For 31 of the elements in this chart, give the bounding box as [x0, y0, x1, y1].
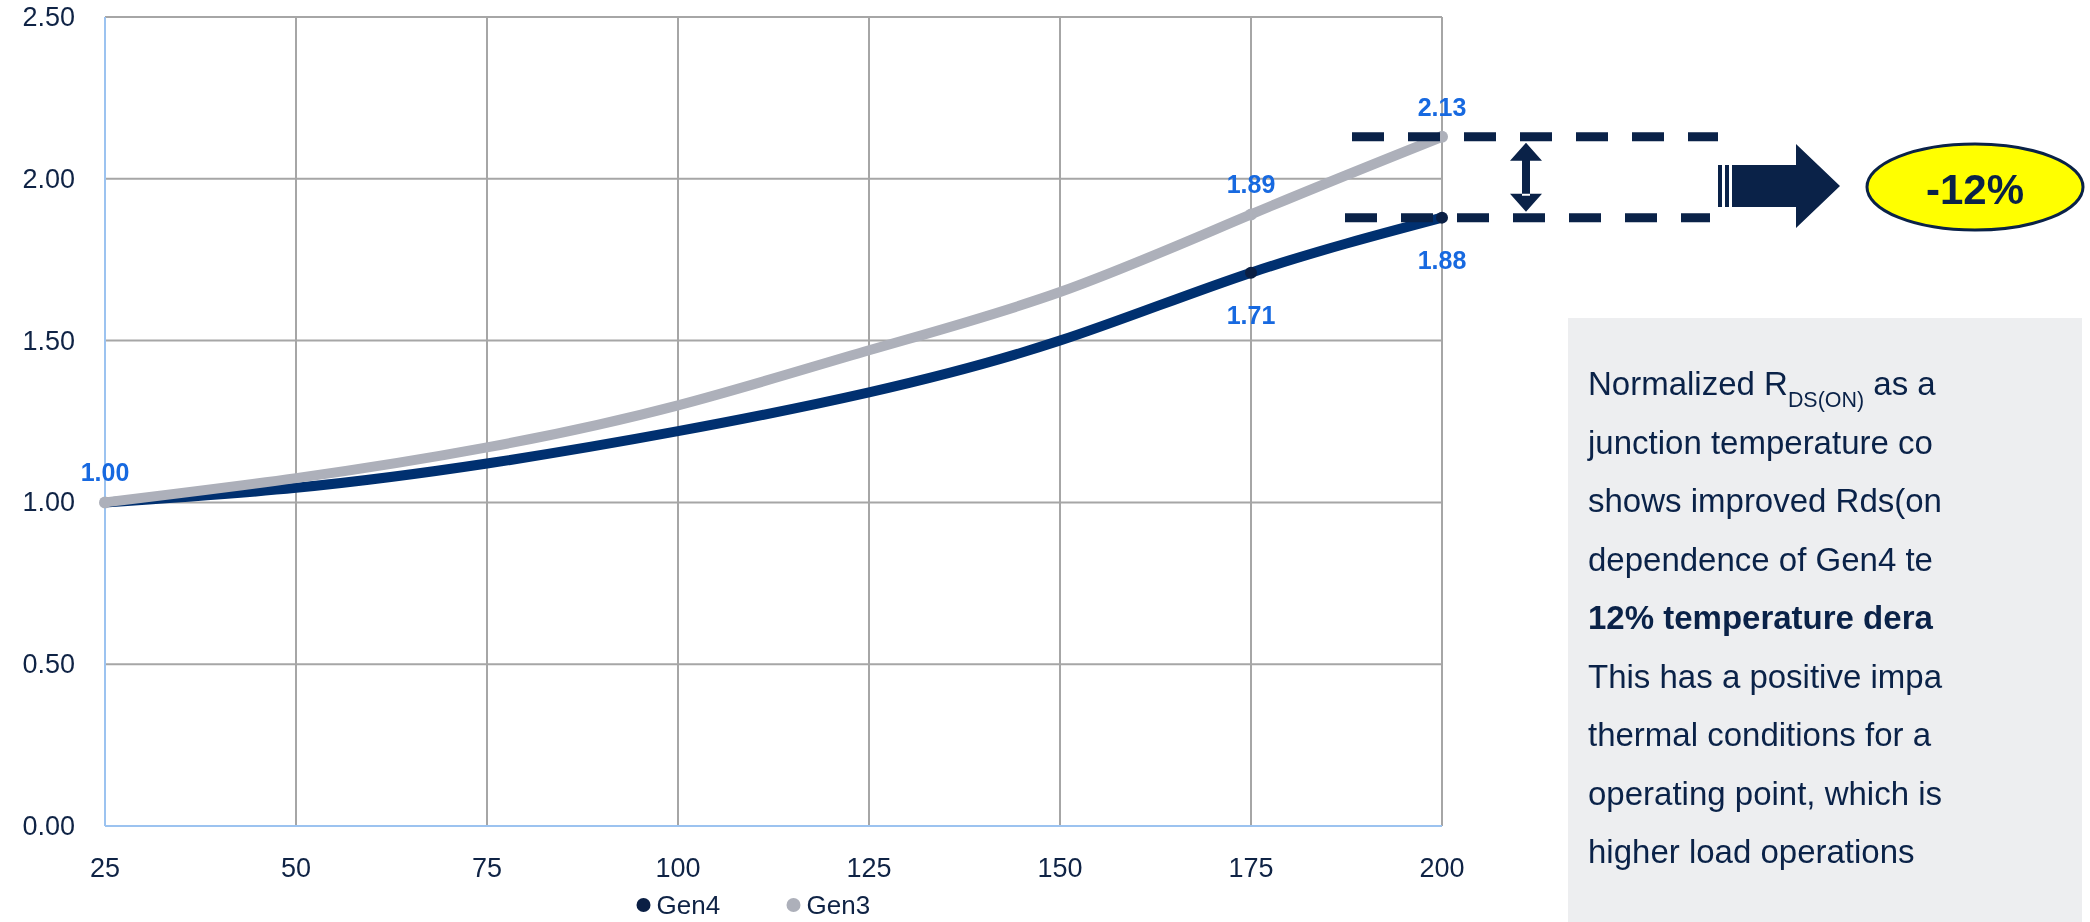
text: This has a positive impa: [1588, 657, 1943, 695]
data-label: 1.88: [1417, 245, 1467, 274]
legend-label: Gen3: [806, 890, 871, 920]
y-tick-label: 1.00: [22, 487, 75, 518]
y-tick-label: 2.00: [22, 163, 75, 194]
x-tick-label: 75: [471, 853, 503, 883]
x-tick-label: 175: [1228, 853, 1274, 883]
text: thermal conditions for a: [1588, 716, 1932, 753]
text: 12% temperature dera: [1588, 599, 1934, 636]
text: operating point, which is: [1588, 774, 1943, 812]
y-tick-label: 0.50: [22, 649, 75, 680]
data-label: 1.89: [1226, 170, 1276, 199]
legend-label: Gen4: [656, 890, 721, 920]
y-tick-label: 0.00: [22, 811, 75, 841]
data-label: 1.00: [80, 458, 130, 487]
text: higher load operations: [1588, 833, 1915, 870]
data-label: 2.13: [1417, 92, 1467, 121]
x-tick-label: 100: [655, 853, 701, 883]
x-tick-label: 150: [1037, 853, 1083, 883]
y-tick-label: 1.50: [22, 325, 75, 356]
y-tick-label: 2.50: [22, 2, 75, 32]
text: junction temperature co: [1587, 423, 1933, 461]
text: Normalized R$_{DS(ON)}$ as a: [1588, 365, 1937, 412]
data-label: 1.71: [1226, 300, 1276, 329]
x-tick-label: 25: [89, 853, 121, 883]
text: dependence of Gen4 te: [1588, 540, 1933, 578]
x-tick-label: 200: [1419, 853, 1465, 883]
text: shows improved Rds(on: [1588, 482, 1942, 519]
x-tick-label: 125: [846, 853, 892, 883]
x-tick-label: 50: [280, 853, 312, 883]
text: -12%: [1925, 165, 2025, 213]
